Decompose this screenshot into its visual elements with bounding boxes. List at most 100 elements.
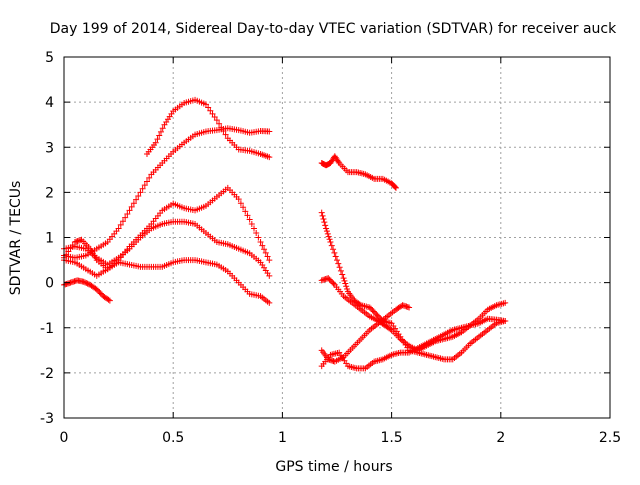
data-point	[266, 257, 273, 264]
data-point	[344, 285, 351, 292]
series-arc-5	[61, 257, 273, 306]
x-tick-label: 1.5	[380, 430, 402, 446]
data-point	[326, 276, 333, 283]
data-point	[335, 260, 342, 267]
data-point	[266, 154, 273, 161]
x-axis-label: GPS time / hours	[275, 459, 392, 475]
y-tick-label: -2	[40, 366, 54, 382]
data-point	[325, 275, 332, 282]
series-arc-10	[318, 302, 413, 365]
data-point	[370, 308, 377, 315]
data-point	[244, 212, 251, 219]
data-point	[366, 304, 373, 311]
data-point	[266, 128, 273, 135]
data-point	[262, 249, 269, 256]
data-point	[159, 125, 166, 132]
x-tick-label: 1	[278, 430, 287, 446]
data-point	[84, 280, 91, 287]
data-point	[328, 242, 335, 249]
data-point	[207, 107, 214, 114]
x-tick-label: 0.5	[162, 430, 184, 446]
data-point	[93, 286, 100, 293]
data-point	[392, 184, 399, 191]
data-point	[137, 189, 144, 196]
data-point	[331, 249, 338, 256]
data-point	[209, 110, 216, 117]
data-point	[143, 178, 150, 185]
data-point	[83, 279, 90, 286]
data-point	[135, 192, 142, 199]
data-point	[330, 246, 337, 253]
data-point	[266, 272, 273, 279]
data-point	[387, 326, 394, 333]
data-point	[266, 299, 273, 306]
data-point	[235, 196, 242, 203]
data-point	[105, 296, 112, 303]
data-point	[257, 239, 264, 246]
data-point	[319, 212, 326, 219]
series-arc-1	[143, 96, 273, 161]
data-point	[335, 158, 342, 165]
data-point	[154, 136, 161, 143]
data-point	[320, 215, 327, 222]
data-point	[211, 114, 218, 121]
data-point	[329, 279, 336, 286]
data-point	[133, 196, 140, 203]
data-point	[237, 200, 244, 207]
data-point	[340, 275, 347, 282]
data-point	[330, 280, 337, 287]
series-arc-6	[61, 277, 113, 304]
series-arc-4	[61, 218, 273, 279]
series-arc-7	[318, 153, 399, 191]
data-point	[406, 304, 413, 311]
series-arc-2	[61, 125, 273, 261]
y-tick-label: 1	[45, 231, 54, 247]
data-point	[339, 271, 346, 278]
data-point	[152, 139, 159, 146]
data-point	[146, 174, 153, 181]
data-point	[115, 225, 122, 232]
data-point	[242, 208, 249, 215]
y-tick-label: 2	[45, 185, 54, 201]
data-point	[130, 200, 137, 207]
data-point	[259, 242, 266, 249]
data-point	[81, 279, 88, 286]
data-point	[95, 287, 102, 294]
data-point	[374, 312, 381, 319]
y-tick-label: 3	[45, 140, 54, 156]
data-point	[332, 253, 339, 260]
data-point	[80, 278, 87, 285]
data-point	[502, 317, 509, 324]
data-point	[240, 204, 247, 211]
data-point	[326, 236, 333, 243]
y-tick-label: 4	[45, 95, 54, 111]
grid-layer	[64, 57, 610, 418]
series-arc-8	[318, 209, 509, 363]
data-point	[117, 221, 124, 228]
data-point	[318, 209, 325, 216]
data-point	[106, 297, 113, 304]
y-tick-label: 5	[45, 50, 54, 66]
data-point	[126, 207, 133, 214]
data-point	[324, 230, 331, 237]
y-tick-label: -3	[40, 411, 54, 427]
data-point	[325, 233, 332, 240]
data-point	[323, 225, 330, 232]
y-tick-label: 0	[45, 276, 54, 292]
data-point	[373, 311, 380, 318]
data-point	[343, 283, 350, 290]
y-axis-label: SDTVAR / TECUs	[8, 181, 24, 296]
data-point	[323, 228, 330, 235]
data-point	[157, 128, 164, 135]
data-point	[248, 220, 255, 227]
data-point	[264, 253, 271, 260]
data-point	[122, 214, 129, 221]
data-point	[96, 289, 103, 296]
data-point	[141, 182, 148, 189]
data-point	[369, 307, 376, 314]
data-point	[372, 309, 379, 316]
data-point	[502, 299, 509, 306]
data-point	[321, 219, 328, 226]
